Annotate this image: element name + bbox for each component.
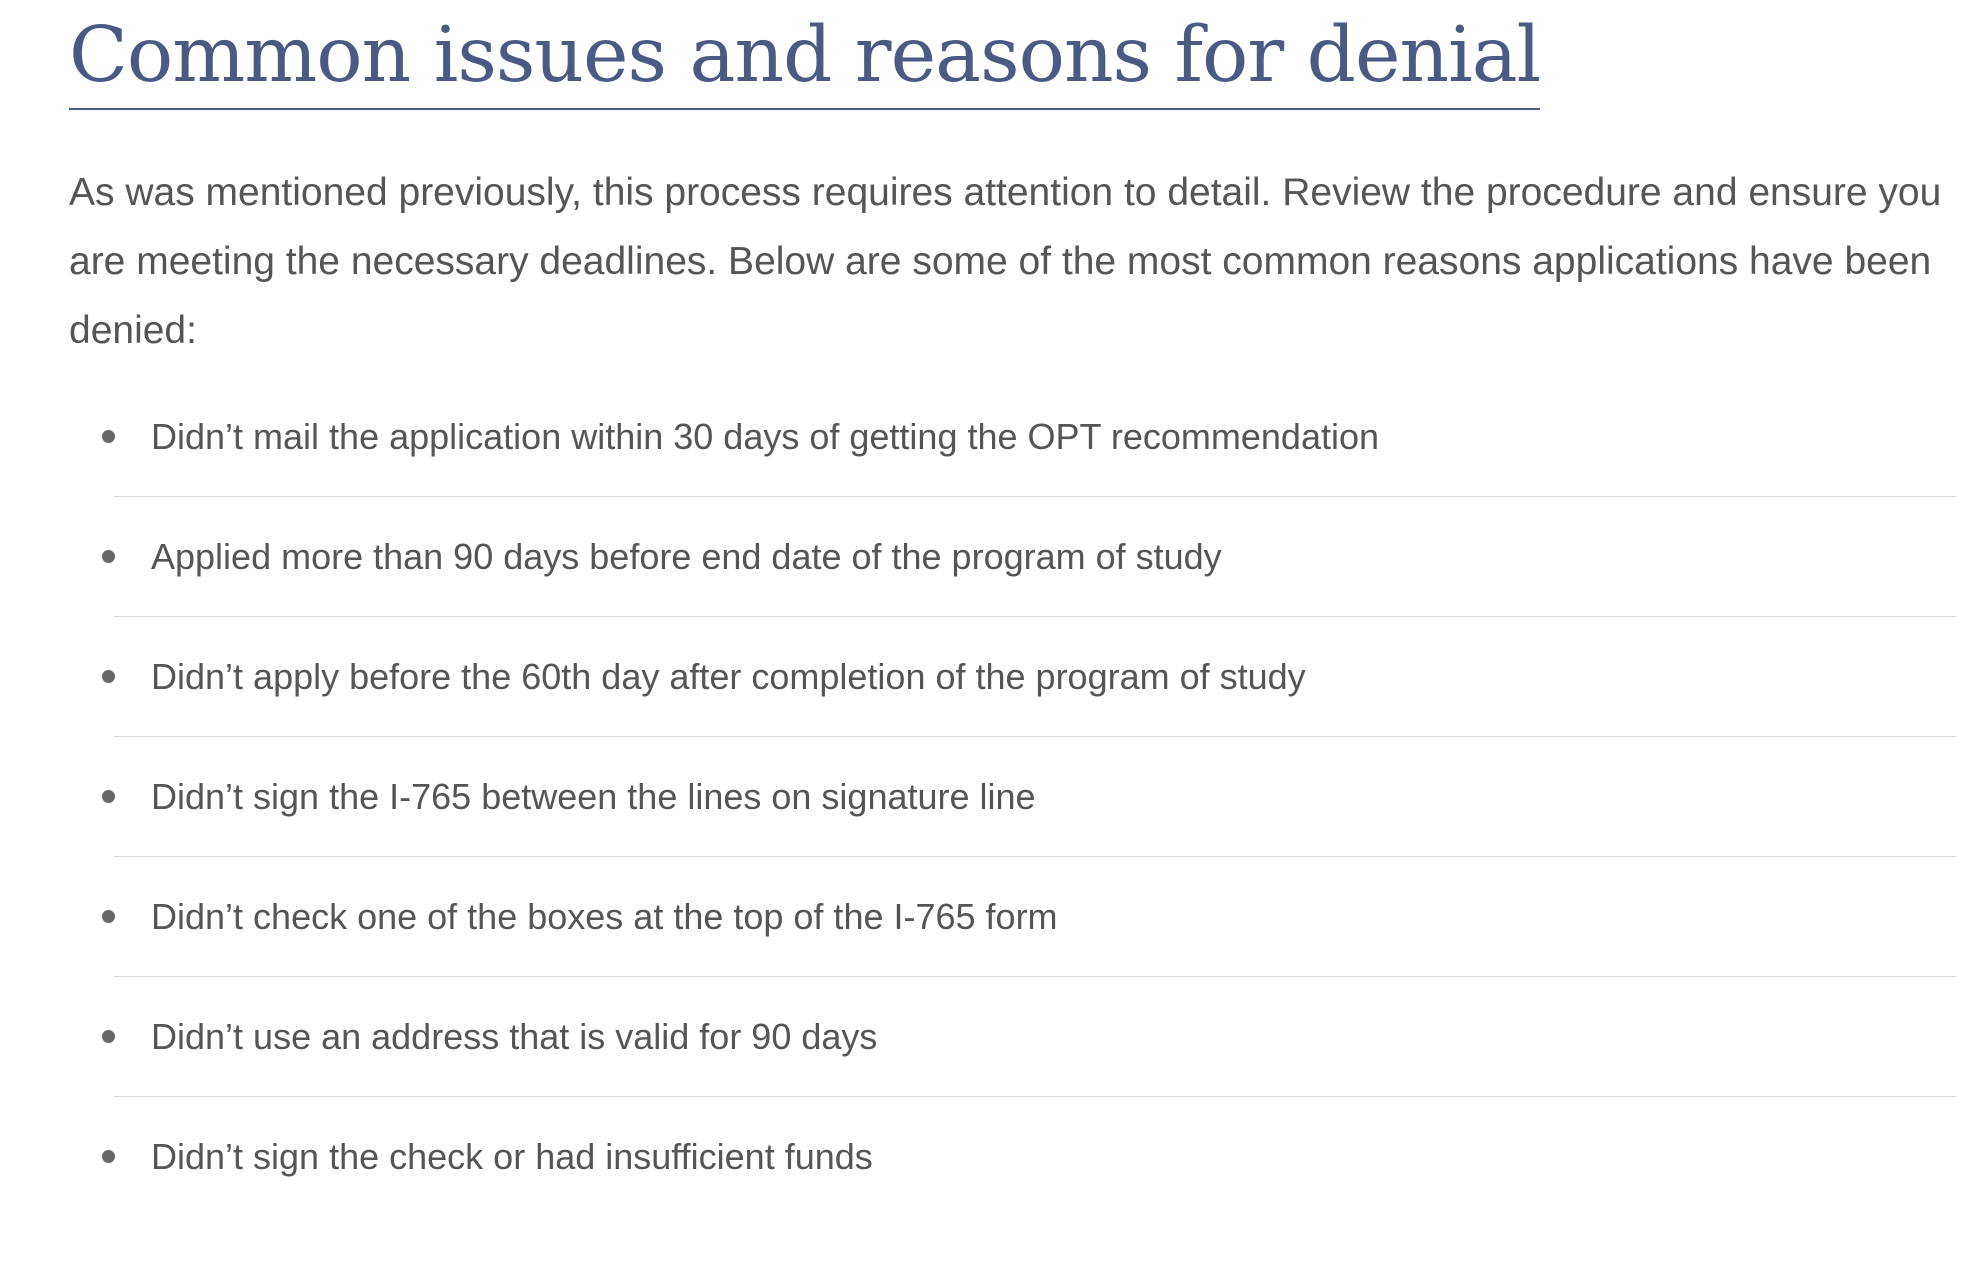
list-item-text: Didn’t check one of the boxes at the top… [151,896,1058,937]
bullet-icon [102,910,115,923]
intro-paragraph: As was mentioned previously, this proces… [69,171,1942,352]
list-item-text: Didn’t apply before the 60th day after c… [151,656,1306,697]
list-item: Didn’t mail the application within 30 da… [102,377,1956,497]
list-item: Didn’t apply before the 60th day after c… [102,617,1956,737]
bullet-icon [102,670,115,683]
list-item-text: Applied more than 90 days before end dat… [151,536,1222,577]
list-item: Applied more than 90 days before end dat… [102,497,1956,617]
bullet-icon [102,790,115,803]
list-item: Didn’t use an address that is valid for … [102,977,1956,1097]
bullet-icon [102,1030,115,1043]
list-item-text: Didn’t mail the application within 30 da… [151,416,1380,457]
list-item: Didn’t sign the check or had insufficien… [102,1097,1956,1217]
main-content: Common issues and reasons for denial As … [69,0,1959,1217]
list-item-text: Didn’t sign the check or had insufficien… [151,1136,873,1177]
list-item-text: Didn’t sign the I-765 between the lines … [151,776,1036,817]
list-item: Didn’t sign the I-765 between the lines … [102,737,1956,857]
bullet-icon [102,550,115,563]
bullet-icon [102,1150,115,1163]
page-title: Common issues and reasons for denial [69,10,1541,110]
list-item-text: Didn’t use an address that is valid for … [151,1016,878,1057]
denial-reasons-list: Didn’t mail the application within 30 da… [69,377,1959,1217]
list-item: Didn’t check one of the boxes at the top… [102,857,1956,977]
bullet-icon [102,430,115,443]
